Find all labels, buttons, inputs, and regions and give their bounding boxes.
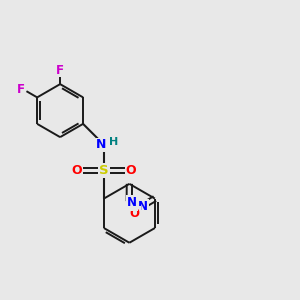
Text: H: H	[109, 137, 118, 147]
Text: F: F	[56, 64, 64, 77]
Text: O: O	[130, 207, 140, 220]
Text: O: O	[126, 164, 136, 177]
Text: O: O	[71, 164, 82, 177]
Text: N: N	[96, 138, 107, 151]
Text: N: N	[127, 196, 137, 209]
Text: N: N	[138, 200, 148, 213]
Text: F: F	[16, 83, 25, 96]
Text: S: S	[99, 164, 109, 177]
